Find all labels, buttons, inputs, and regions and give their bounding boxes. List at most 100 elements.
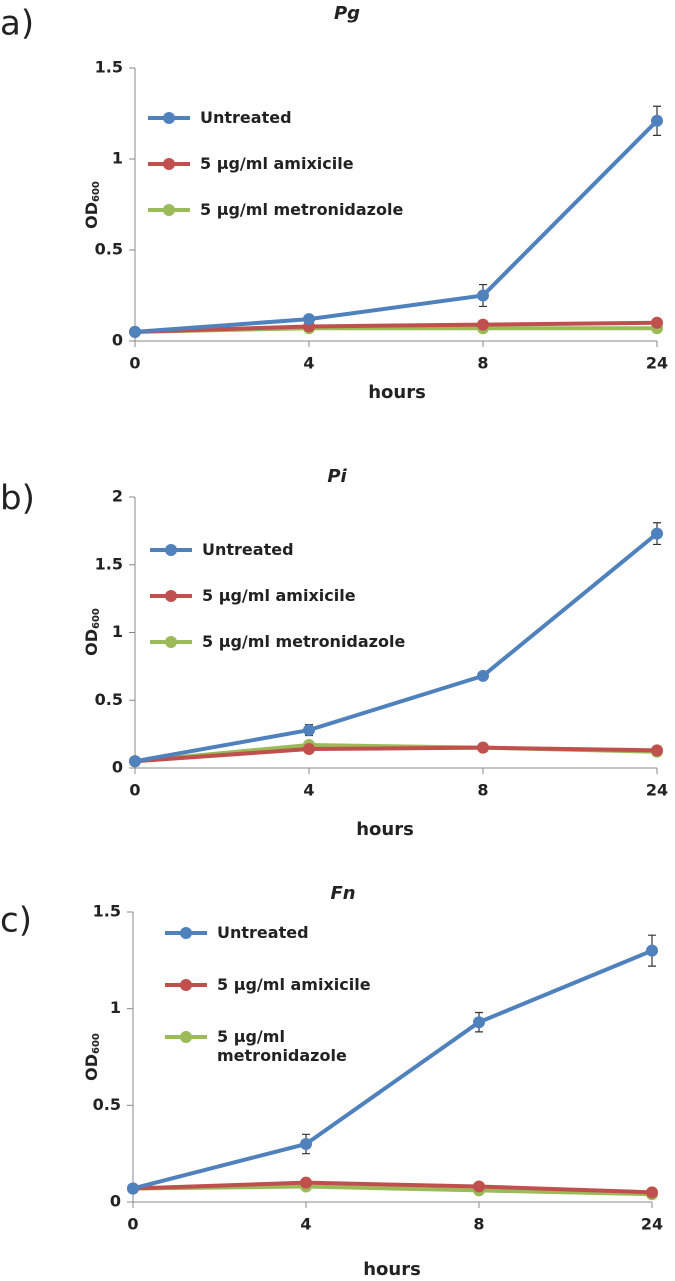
legend-item: 5 µg/ml metronidazole (150, 632, 510, 651)
y-tick-label: 1 (112, 622, 123, 641)
data-point (651, 744, 663, 757)
y-tick-label: 0 (112, 331, 123, 350)
y-tick-label: 1 (112, 149, 123, 168)
x-axis-label: hours (363, 1259, 421, 1280)
legend-item: 5 µg/ml amixicile (165, 975, 377, 994)
legend-swatch (148, 158, 190, 170)
series-line (134, 119, 659, 334)
series-line (132, 948, 653, 1191)
chart-title: Pi (327, 466, 347, 487)
x-tick-label: 24 (646, 781, 668, 800)
legend-label: Untreated (200, 108, 292, 127)
y-tick-label: 1.5 (93, 902, 121, 921)
x-tick-label: 0 (129, 781, 140, 800)
legend-item: 5 µg/ml metronidazole (165, 1027, 377, 1065)
legend-marker (163, 204, 175, 216)
data-point (303, 724, 315, 737)
y-axis-label-main: OD (82, 202, 101, 229)
legend-swatch (148, 204, 190, 216)
series-line (134, 532, 659, 764)
x-tick-label: 4 (303, 781, 314, 800)
x-axis-label: hours (368, 382, 426, 403)
legend-label: 5 µg/ml amixicile (202, 586, 356, 605)
x-tick-label: 0 (129, 354, 140, 373)
x-tick-label: 4 (300, 1215, 311, 1234)
y-axis-label-main: OD (82, 1054, 101, 1081)
legend-marker (165, 590, 177, 602)
x-tick-label: 24 (641, 1215, 663, 1234)
legend-marker (165, 636, 177, 648)
legend-label: 5 µg/ml amixicile (217, 975, 371, 994)
legend-marker (180, 1031, 192, 1043)
y-tick-label: 0 (112, 758, 123, 777)
y-tick-label: 0 (110, 1192, 121, 1211)
legend-swatch (165, 1031, 207, 1043)
legend-swatch (150, 636, 192, 648)
data-point (300, 1138, 312, 1150)
legend-item: Untreated (165, 923, 377, 942)
y-axis-label: OD600 (82, 181, 103, 229)
y-axis-label: OD600 (82, 608, 103, 656)
data-point (303, 743, 315, 756)
y-axis-label-sub: 600 (91, 608, 102, 629)
y-tick-label: 1.5 (95, 554, 123, 573)
legend-item: 5 µg/ml amixicile (148, 154, 508, 173)
legend-marker (180, 927, 192, 939)
data-point (477, 289, 489, 302)
data-point (477, 669, 489, 682)
legend-swatch (150, 544, 192, 556)
data-point (651, 114, 663, 127)
x-tick-label: 8 (477, 354, 488, 373)
data-point (651, 316, 663, 329)
x-axis-label: hours (356, 819, 414, 840)
legend-marker (165, 544, 177, 556)
series-line (134, 320, 658, 334)
data-point (477, 741, 489, 754)
legend-item: Untreated (148, 108, 508, 127)
panel-label: b) (0, 479, 35, 519)
legend-label: Untreated (217, 923, 309, 942)
x-tick-label: 24 (646, 354, 668, 373)
y-axis-label-sub: 600 (91, 1033, 102, 1054)
y-axis-label-main: OD (82, 629, 101, 656)
panel-label: a) (0, 4, 34, 44)
legend-label: Untreated (202, 540, 294, 559)
legend-item: 5 µg/ml metronidazole (148, 200, 508, 219)
legend-marker (163, 112, 175, 124)
data-point (477, 318, 489, 331)
x-tick-label: 8 (477, 781, 488, 800)
data-point (300, 1176, 312, 1189)
series-line (132, 1180, 653, 1195)
data-point (646, 1186, 658, 1199)
y-tick-label: 1.5 (95, 58, 123, 77)
series-line (134, 745, 658, 764)
y-axis-label-sub: 600 (91, 181, 102, 202)
legend-swatch (165, 927, 207, 939)
chart-title: Fn (330, 883, 355, 904)
legend-item: Untreated (150, 540, 510, 559)
legend-label: 5 µg/ml amixicile (200, 154, 354, 173)
legend-swatch (148, 112, 190, 124)
legend-marker (163, 158, 175, 170)
y-tick-label: 2 (112, 487, 123, 506)
x-tick-label: 4 (303, 354, 314, 373)
x-tick-label: 8 (473, 1215, 484, 1234)
y-tick-label: 1 (110, 998, 121, 1017)
chart-title: Pg (334, 3, 360, 24)
data-point (473, 1180, 485, 1193)
data-point (129, 755, 141, 768)
y-axis-label: OD600 (82, 1033, 103, 1081)
y-tick-label: 0.5 (93, 1095, 121, 1114)
legend-swatch (165, 979, 207, 991)
legend-marker (180, 979, 192, 991)
legend-swatch (150, 590, 192, 602)
y-tick-label: 0.5 (95, 240, 123, 259)
data-point (473, 1016, 485, 1029)
legend-item: 5 µg/ml amixicile (150, 586, 510, 605)
data-point (303, 313, 315, 326)
data-point (127, 1182, 139, 1195)
data-point (129, 325, 141, 338)
x-tick-label: 0 (127, 1215, 138, 1234)
